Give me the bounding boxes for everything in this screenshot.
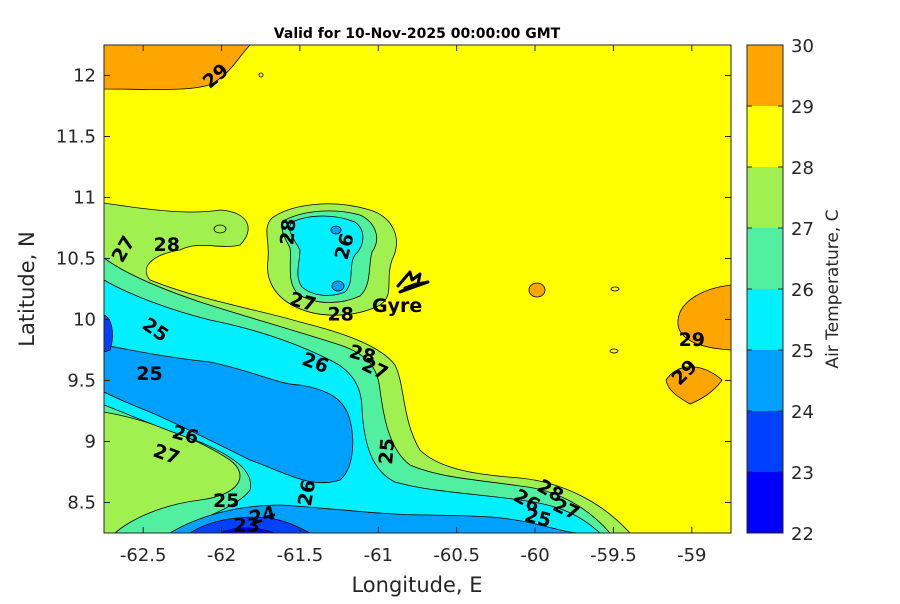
x-tick-label: -62 (207, 545, 236, 566)
contour-label: 26 (294, 478, 320, 508)
fill-band-23-south (189, 516, 311, 533)
colorbar-tick-label: 26 (791, 280, 814, 301)
fill-band-27-dot (213, 224, 227, 234)
fill-band-23-west (104, 314, 113, 353)
colorbar-tick-label: 23 (791, 463, 814, 484)
x-tick-label: -61 (364, 545, 393, 566)
y-tick-label: 12 (73, 66, 96, 87)
fill-band-29-north (104, 45, 251, 90)
contour-speck (609, 348, 619, 354)
contour-field (104, 45, 731, 533)
colorbar-swatch (747, 289, 783, 350)
plot-frame (103, 44, 732, 534)
gyre-marker: Gyre (372, 270, 430, 317)
contour-label: 25 (375, 437, 399, 465)
colorbar-swatch (747, 411, 783, 472)
x-axis: -62.5 -62 -61.5 -61 -60.5 -60 -59.5 -59 (120, 45, 707, 566)
contour-label: 28 (327, 303, 353, 325)
x-axis-label: Longitude, E (351, 573, 482, 597)
contour-label: 28 (276, 218, 300, 246)
colorbar-tick-label: 27 (791, 219, 814, 240)
colorbar-swatch (747, 350, 783, 411)
fill-band-29-east (677, 284, 731, 351)
x-tick-label: -62.5 (120, 545, 167, 566)
fill-island-25 (289, 215, 364, 296)
colorbar-swatch (747, 228, 783, 289)
colorbar-tick-label: 28 (791, 158, 814, 179)
y-tick-label: 10.5 (56, 249, 96, 270)
y-tick-label: 11 (73, 188, 96, 209)
colorbar-swatch (747, 167, 783, 228)
colorbar-swatch (747, 106, 783, 167)
x-tick-label: -60.5 (433, 545, 480, 566)
colorbar-tick-label: 24 (791, 402, 814, 423)
contour-label: 25 (213, 490, 239, 512)
colorbar-label: Air Temperature, C (823, 209, 843, 368)
x-tick-label: -61.5 (277, 545, 324, 566)
colorbar-tick-label: 25 (791, 341, 814, 362)
x-tick-label: -60 (520, 545, 549, 566)
x-tick-label: -59.5 (590, 545, 637, 566)
chart-title: Valid for 10-Nov-2025 00:00:00 GMT (274, 26, 561, 42)
y-tick-label: 9 (85, 432, 96, 453)
contour-label: 23 (233, 514, 259, 536)
fill-island-24-dot (331, 280, 345, 292)
y-axis-label: Latitude, N (15, 231, 39, 347)
colorbar: 22 23 24 25 26 27 28 29 30 (746, 36, 814, 545)
colorbar-tick-label: 29 (791, 97, 814, 118)
colorbar-swatch (747, 45, 783, 106)
colorbar-tick-label: 30 (791, 36, 814, 57)
fill-band-29-dot (528, 282, 546, 298)
contour-label: 28 (153, 234, 179, 256)
contour-speck (610, 286, 620, 292)
y-tick-label: 8.5 (67, 493, 96, 514)
y-tick-label: 10 (73, 310, 96, 331)
fill-band-24 (104, 344, 354, 484)
fill-band-25 (104, 279, 601, 533)
colorbar-swatch (747, 472, 783, 533)
gyre-annotation: Gyre (372, 295, 422, 317)
colorbar-tick-label: 22 (791, 524, 814, 545)
y-axis: 8.5 9 9.5 10 10.5 11 11.5 12 (56, 66, 731, 514)
contour-label: 29 (679, 329, 705, 351)
y-tick-label: 11.5 (56, 127, 96, 148)
x-tick-label: -59 (677, 545, 706, 566)
fill-island-24-dot (330, 225, 342, 235)
y-tick-label: 9.5 (67, 371, 96, 392)
contour-label: 25 (136, 363, 162, 385)
contour-speck (258, 72, 264, 78)
fill-band-29-east-lobe (665, 366, 723, 405)
